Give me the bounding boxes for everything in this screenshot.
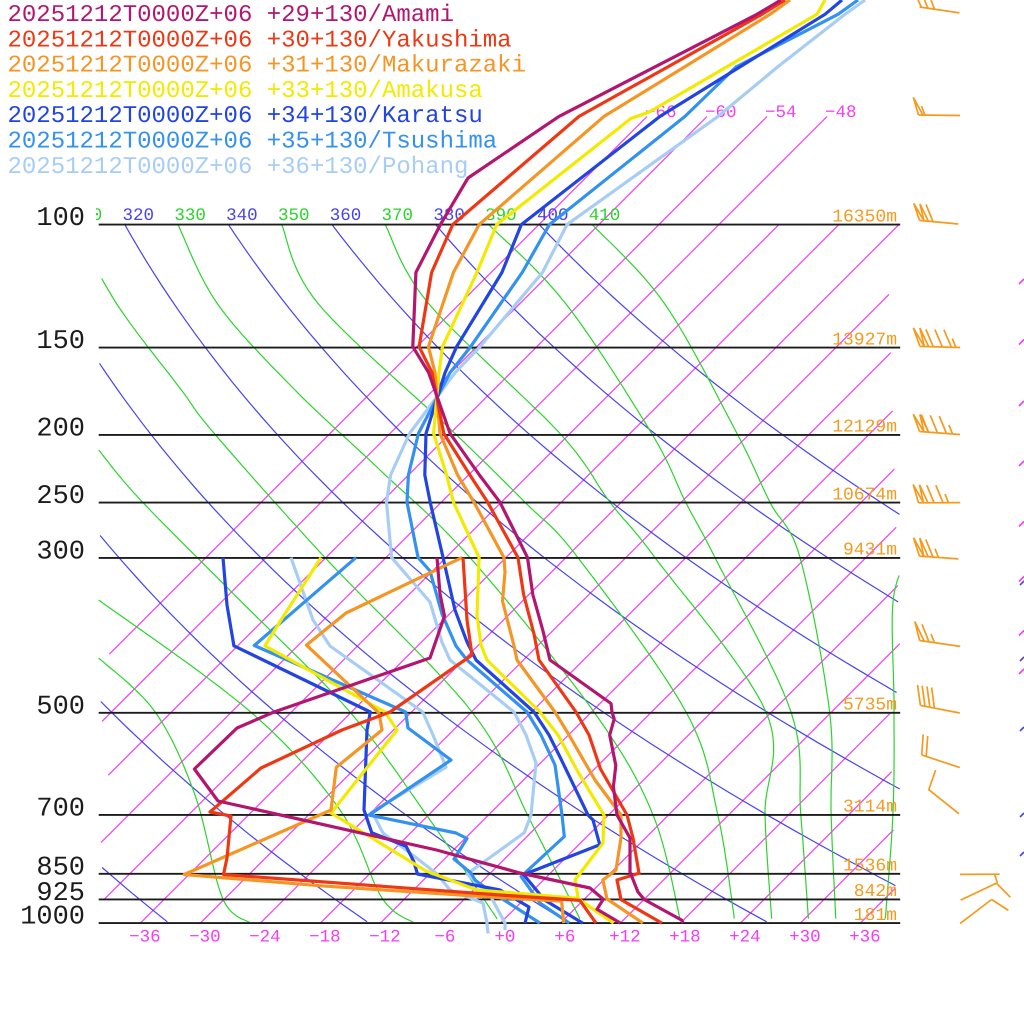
svg-text:250: 250 bbox=[36, 482, 85, 512]
svg-text:−54: −54 bbox=[765, 103, 797, 123]
svg-text:−18: −18 bbox=[309, 928, 341, 948]
svg-text:+18: +18 bbox=[669, 928, 701, 948]
svg-text:20251212T0000Z+06 +31+130/Maku: 20251212T0000Z+06 +31+130/Makurazaki bbox=[8, 53, 526, 80]
svg-text:20251212T0000Z+06 +29+130/Amam: 20251212T0000Z+06 +29+130/Amami bbox=[8, 2, 454, 29]
svg-text:13927m: 13927m bbox=[832, 330, 897, 350]
svg-text:330: 330 bbox=[174, 206, 206, 226]
svg-text:100: 100 bbox=[36, 204, 85, 234]
svg-text:20251212T0000Z+06 +36+130/Poha: 20251212T0000Z+06 +36+130/Pohang bbox=[8, 154, 469, 181]
svg-text:10674m: 10674m bbox=[832, 485, 897, 505]
svg-text:+30: +30 bbox=[789, 928, 821, 948]
svg-text:9431m: 9431m bbox=[843, 541, 897, 561]
svg-text:181m: 181m bbox=[854, 906, 897, 926]
svg-text:300: 300 bbox=[36, 537, 85, 567]
svg-text:350: 350 bbox=[278, 206, 310, 226]
svg-text:410: 410 bbox=[589, 206, 621, 226]
svg-text:400: 400 bbox=[537, 206, 569, 226]
svg-text:370: 370 bbox=[382, 206, 414, 226]
svg-text:200: 200 bbox=[36, 414, 85, 444]
svg-text:360: 360 bbox=[330, 206, 362, 226]
svg-text:340: 340 bbox=[226, 206, 258, 226]
svg-text:842m: 842m bbox=[854, 882, 897, 902]
svg-text:150: 150 bbox=[36, 327, 85, 357]
svg-text:−36: −36 bbox=[129, 928, 161, 948]
svg-text:12129m: 12129m bbox=[832, 418, 897, 438]
svg-text:310: 310 bbox=[71, 206, 103, 226]
svg-text:20251212T0000Z+06 +34+130/Kara: 20251212T0000Z+06 +34+130/Karatsu bbox=[8, 103, 483, 130]
svg-text:1000: 1000 bbox=[20, 903, 85, 933]
svg-text:−24: −24 bbox=[249, 928, 281, 948]
svg-text:−12: −12 bbox=[369, 928, 401, 948]
svg-text:−6: −6 bbox=[434, 928, 455, 948]
svg-text:+0: +0 bbox=[494, 928, 515, 948]
svg-text:+6: +6 bbox=[554, 928, 575, 948]
svg-text:20251212T0000Z+06 +30+130/Yaku: 20251212T0000Z+06 +30+130/Yakushima bbox=[8, 27, 512, 54]
svg-text:+12: +12 bbox=[609, 928, 641, 948]
svg-text:500: 500 bbox=[36, 692, 85, 722]
svg-text:−48: −48 bbox=[825, 103, 857, 123]
svg-text:850: 850 bbox=[36, 853, 85, 883]
svg-text:1536m: 1536m bbox=[843, 857, 897, 877]
svg-text:20251212T0000Z+06 +35+130/Tsus: 20251212T0000Z+06 +35+130/Tsushima bbox=[8, 129, 498, 156]
svg-text:+36: +36 bbox=[849, 928, 881, 948]
svg-text:20251212T0000Z+06 +33+130/Amak: 20251212T0000Z+06 +33+130/Amakusa bbox=[8, 78, 483, 105]
svg-text:320: 320 bbox=[123, 206, 155, 226]
svg-text:700: 700 bbox=[36, 794, 85, 824]
svg-text:3114m: 3114m bbox=[843, 798, 897, 818]
svg-text:5735m: 5735m bbox=[843, 696, 897, 716]
svg-text:+24: +24 bbox=[729, 928, 761, 948]
svg-text:−30: −30 bbox=[189, 928, 221, 948]
svg-text:16350m: 16350m bbox=[832, 207, 897, 227]
svg-text:925: 925 bbox=[36, 879, 85, 909]
